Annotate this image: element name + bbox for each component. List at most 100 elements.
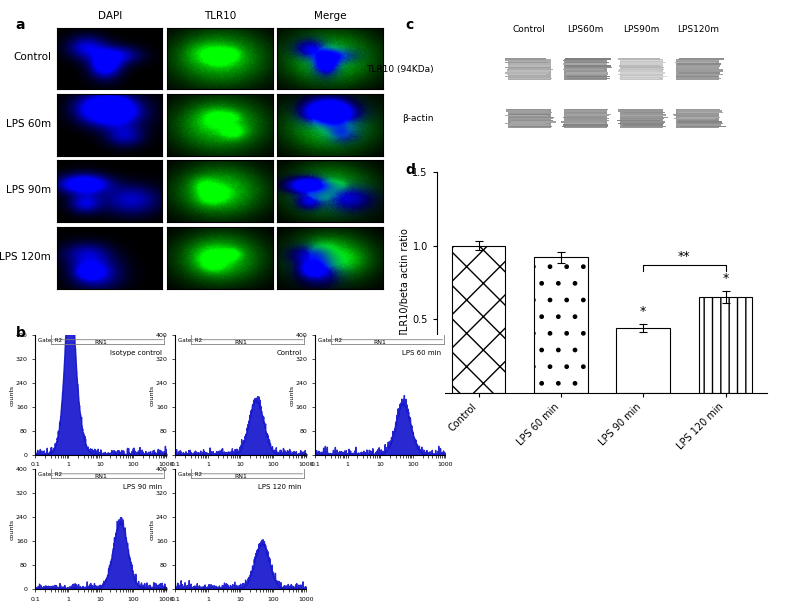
Bar — [699, 297, 752, 393]
Text: b: b — [16, 326, 26, 340]
Bar — [618, 109, 660, 110]
Text: Isotype control: Isotype control — [110, 350, 162, 356]
Text: Control: Control — [513, 25, 545, 34]
Bar — [511, 126, 552, 127]
Bar — [679, 72, 719, 74]
Bar — [677, 59, 719, 80]
Bar — [567, 112, 607, 113]
Bar — [508, 112, 552, 113]
Bar — [564, 59, 607, 80]
Bar — [564, 74, 608, 76]
Bar — [563, 63, 608, 65]
Bar — [623, 117, 668, 118]
Bar — [563, 69, 604, 70]
Bar — [565, 62, 609, 63]
Bar — [621, 62, 666, 63]
Bar — [567, 76, 610, 77]
Text: a: a — [16, 18, 25, 32]
Bar — [674, 114, 716, 115]
Text: β-actin: β-actin — [402, 114, 434, 123]
Bar — [678, 123, 723, 124]
Text: LPS 60m: LPS 60m — [6, 119, 51, 129]
Text: *: * — [722, 272, 729, 285]
Text: LPS 120 min: LPS 120 min — [258, 484, 301, 490]
Bar — [623, 114, 667, 115]
Text: Merge: Merge — [314, 11, 347, 21]
Bar — [620, 72, 665, 74]
Y-axis label: counts: counts — [289, 385, 294, 405]
Bar — [620, 60, 662, 61]
Bar — [509, 118, 553, 120]
Text: RN1: RN1 — [234, 474, 247, 479]
Text: LPS90m: LPS90m — [623, 25, 660, 34]
Bar — [505, 115, 548, 117]
Bar — [565, 123, 605, 124]
Y-axis label: counts: counts — [9, 385, 14, 405]
Bar — [509, 77, 552, 79]
Bar — [508, 124, 549, 126]
Bar — [623, 112, 665, 113]
Bar — [504, 72, 549, 74]
Bar — [678, 67, 719, 68]
Text: RN1: RN1 — [234, 340, 247, 345]
Y-axis label: counts: counts — [150, 385, 154, 405]
Bar — [511, 121, 556, 123]
Bar — [678, 74, 722, 76]
Bar — [619, 71, 659, 72]
Bar — [617, 120, 660, 121]
Text: LPS120m: LPS120m — [677, 25, 719, 34]
Bar — [505, 58, 546, 60]
Bar — [678, 71, 722, 72]
Text: Gate: R2: Gate: R2 — [318, 338, 342, 342]
Bar — [678, 60, 719, 61]
Bar — [566, 58, 611, 60]
Bar — [618, 58, 660, 60]
Bar — [620, 115, 666, 117]
Y-axis label: counts: counts — [9, 519, 14, 539]
Text: Control: Control — [276, 350, 301, 356]
Bar — [567, 118, 609, 120]
Bar — [678, 120, 718, 121]
Bar — [676, 76, 718, 77]
Bar — [619, 121, 665, 123]
Bar — [563, 117, 604, 118]
Bar — [564, 109, 607, 128]
Bar — [623, 124, 663, 126]
Bar — [620, 59, 663, 80]
Bar — [618, 74, 661, 76]
Bar — [508, 65, 550, 66]
Bar — [619, 77, 659, 79]
Bar — [679, 117, 720, 118]
Bar — [567, 109, 608, 110]
Bar — [678, 69, 723, 70]
Bar — [507, 69, 553, 70]
Bar — [452, 246, 505, 393]
Bar — [622, 67, 663, 68]
Bar — [508, 59, 551, 80]
Text: RN1: RN1 — [94, 340, 107, 345]
Bar — [509, 117, 553, 118]
Bar — [567, 72, 608, 74]
Bar — [505, 123, 545, 124]
Bar — [622, 76, 667, 77]
Text: LPS 120m: LPS 120m — [0, 252, 51, 262]
Bar — [565, 114, 611, 115]
Bar — [618, 111, 660, 112]
Text: Gate: R2: Gate: R2 — [178, 338, 202, 342]
Bar — [680, 126, 726, 127]
Text: Control: Control — [13, 53, 51, 62]
Bar — [567, 67, 612, 68]
Y-axis label: counts: counts — [150, 519, 154, 539]
Bar — [564, 115, 609, 117]
Text: TLR10: TLR10 — [205, 11, 236, 21]
Bar — [511, 120, 553, 121]
Text: d: d — [405, 163, 416, 177]
Bar — [561, 121, 602, 123]
Bar — [534, 257, 588, 393]
Bar — [618, 123, 664, 124]
Text: LPS 90m: LPS 90m — [6, 185, 51, 195]
Bar — [619, 65, 660, 66]
Bar — [563, 71, 605, 72]
Bar — [564, 111, 608, 112]
Bar — [563, 60, 604, 61]
